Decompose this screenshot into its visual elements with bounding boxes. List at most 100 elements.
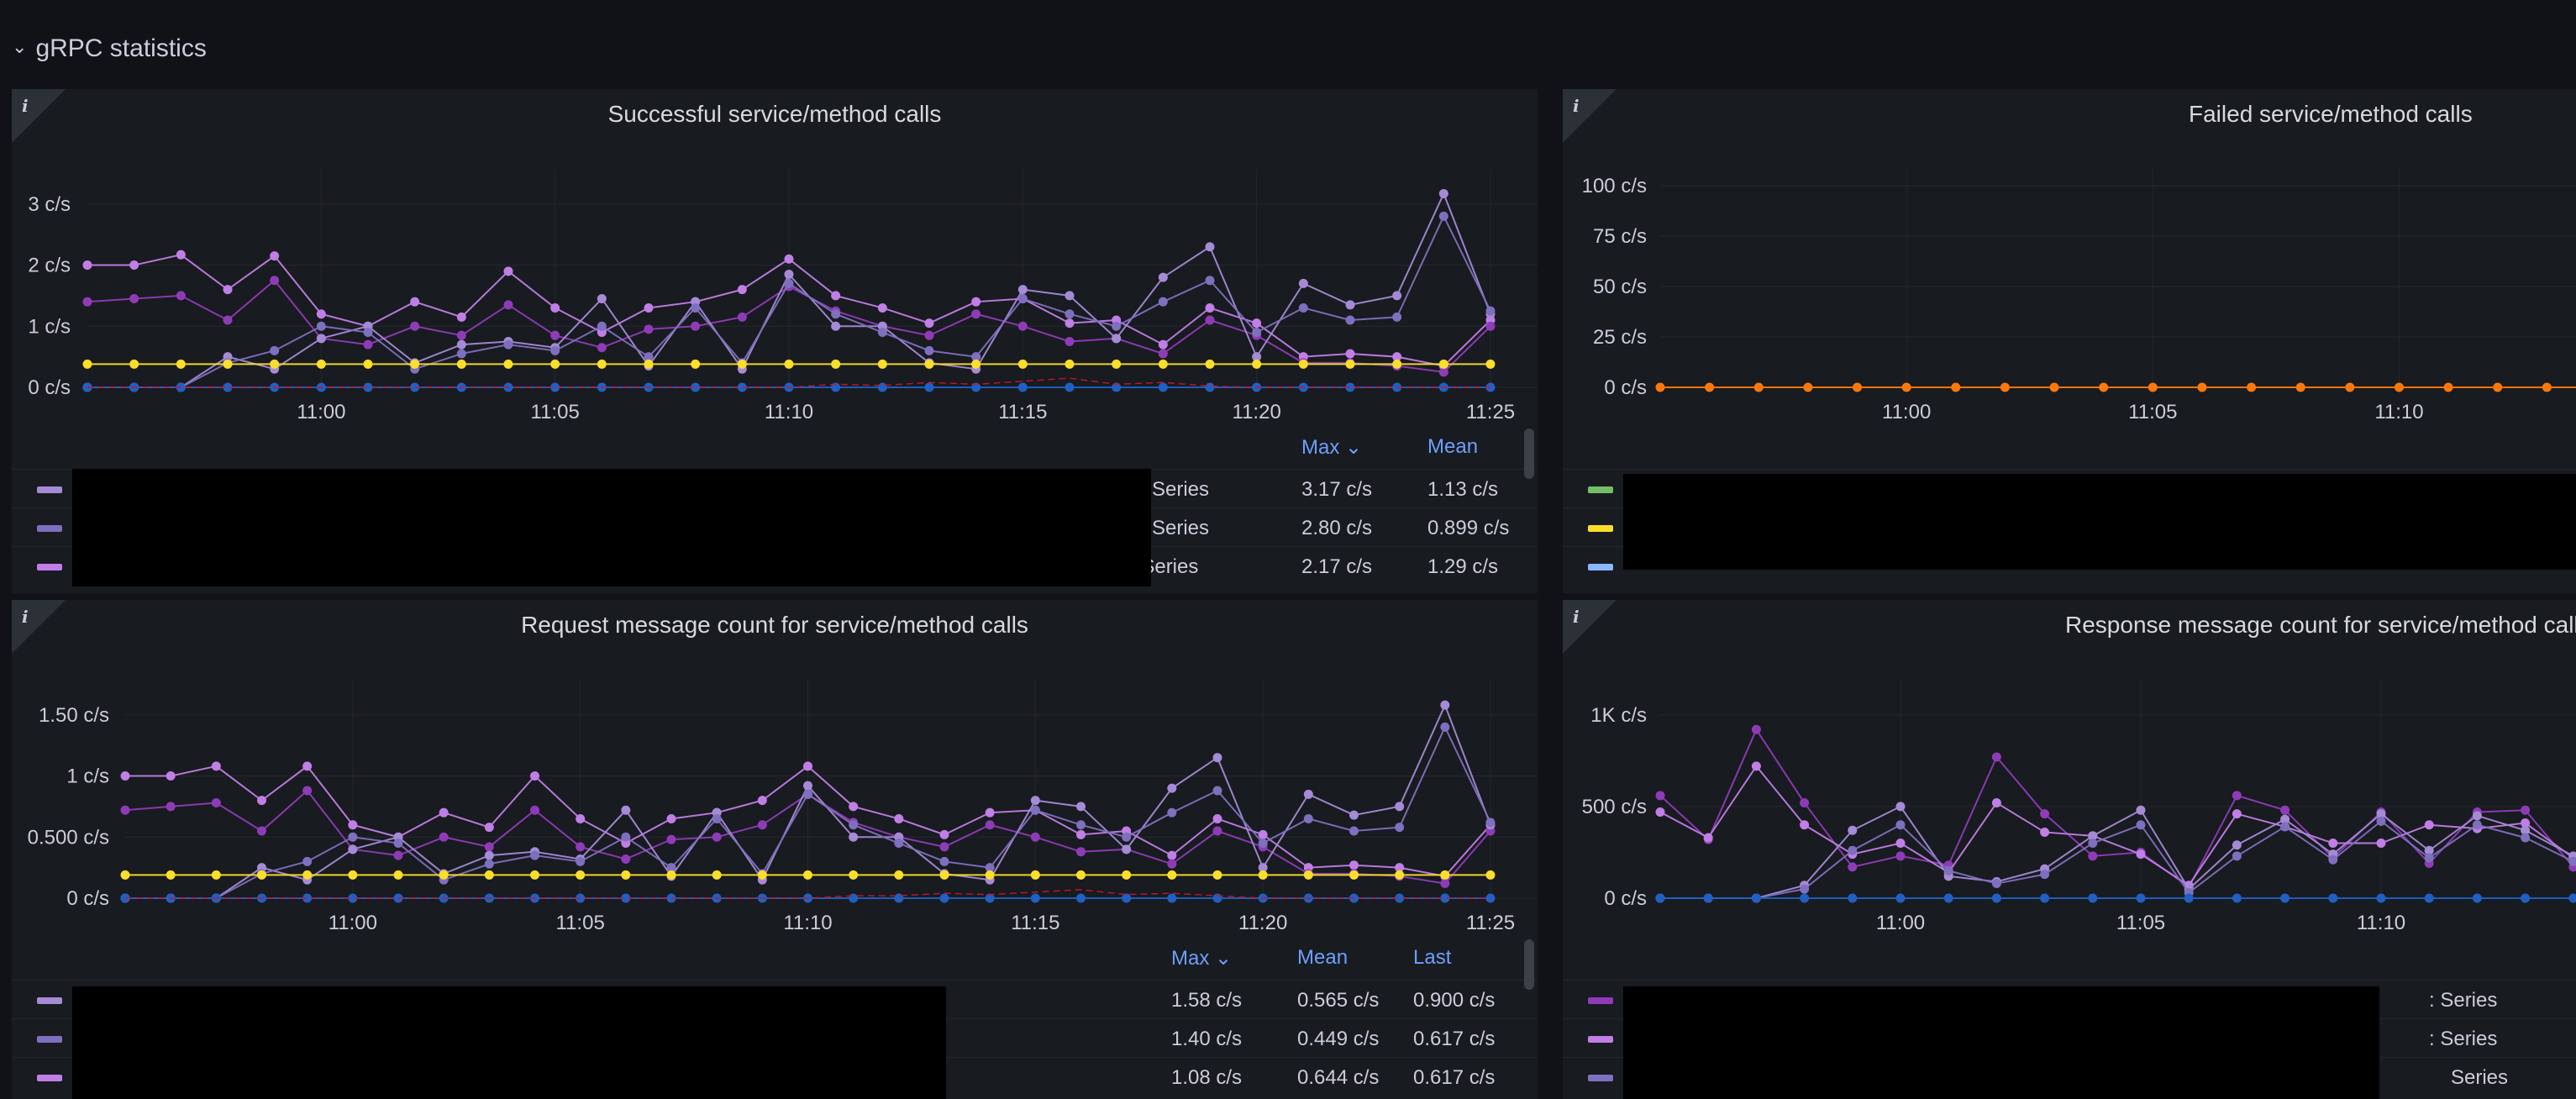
- data-point: [530, 771, 539, 781]
- legend-value: 1.58 c/s: [1171, 989, 1243, 1012]
- legend-scrollbar[interactable]: [1524, 429, 1534, 479]
- row-header[interactable]: ⌄ gRPC statistics: [12, 29, 207, 69]
- legend-row[interactable]: [1563, 469, 2576, 508]
- data-point: [2088, 831, 2098, 841]
- legend-series-name[interactable]: : Series: [2429, 1028, 2498, 1050]
- legend-row[interactable]: Series 3.17 c/s 1.13 c/s: [12, 469, 1538, 508]
- legend-swatch[interactable]: [1588, 564, 1613, 571]
- data-point: [971, 352, 981, 362]
- data-point: [597, 343, 607, 353]
- data-point: [1112, 321, 1122, 331]
- data-point: [456, 312, 466, 322]
- legend-header-mean[interactable]: Mean: [1297, 946, 1348, 969]
- legend-header-last[interactable]: Last: [1413, 946, 1452, 969]
- data-point: [2424, 820, 2434, 830]
- data-point: [939, 856, 949, 866]
- legend-swatch[interactable]: [37, 1036, 62, 1043]
- data-point: [1485, 818, 1496, 828]
- legend-header-max[interactable]: Max ⌄: [1171, 947, 1233, 970]
- data-point: [2424, 853, 2434, 863]
- legend-swatch[interactable]: [1588, 525, 1613, 532]
- data-point: [1853, 382, 1863, 392]
- legend-header-mean[interactable]: Mean: [1427, 435, 1479, 458]
- data-point: [2280, 805, 2290, 815]
- info-icon[interactable]: i: [22, 607, 29, 627]
- x-tick-label: 11:05: [2128, 401, 2177, 423]
- legend-swatch[interactable]: [37, 564, 62, 571]
- data-point: [223, 359, 233, 369]
- chart-plot: 0 c/s 0.500 c/s 1 c/s 1.50 c/s 11:00 11:05 11:…: [28, 680, 1538, 934]
- data-point: [550, 382, 560, 392]
- legend-swatch[interactable]: [37, 1075, 62, 1081]
- panel-title[interactable]: Successful service/method calls: [607, 101, 942, 127]
- data-point: [1395, 863, 1405, 873]
- data-point: [2394, 382, 2404, 392]
- legend-swatch[interactable]: [1588, 997, 1613, 1004]
- panel-title[interactable]: Request message count for service/method…: [521, 612, 1028, 638]
- legend-series-name[interactable]: Series: [2451, 1066, 2509, 1089]
- data-point: [1205, 382, 1215, 392]
- data-point: [1252, 359, 1262, 369]
- legend-value: 0.565 c/s: [1297, 989, 1380, 1012]
- data-point: [1112, 382, 1122, 392]
- panel-title[interactable]: Response message count for service/metho…: [2065, 612, 2576, 638]
- legend-swatch[interactable]: [1588, 486, 1613, 493]
- y-tick-label: 0 c/s: [1604, 887, 1647, 910]
- data-point: [1800, 820, 1810, 830]
- legend-swatch[interactable]: [1588, 1036, 1613, 1043]
- info-icon[interactable]: i: [1573, 96, 1580, 116]
- chevron-down-icon[interactable]: ⌄: [12, 36, 28, 57]
- panel-request-count: i Request message count for service/meth…: [12, 600, 1538, 1099]
- data-point: [849, 893, 859, 903]
- data-point: [503, 359, 513, 369]
- legend-series-name[interactable]: Series: [1152, 517, 1210, 539]
- panel-info-corner: [12, 600, 66, 654]
- data-point: [666, 834, 676, 844]
- data-point: [410, 321, 420, 331]
- data-point: [621, 870, 631, 880]
- y-tick-label: 0 c/s: [66, 887, 109, 910]
- data-point: [971, 382, 981, 392]
- data-point: [270, 276, 280, 286]
- data-point: [784, 254, 794, 264]
- data-point: [316, 359, 326, 369]
- data-point: [316, 334, 326, 344]
- legend-scrollbar[interactable]: [1524, 939, 1534, 990]
- data-point: [1345, 359, 1355, 369]
- chart-plot: 0 c/s 1 c/s 2 c/s 3 c/s 11:00 11:05 11:10 11:15…: [28, 169, 1538, 423]
- data-point: [1167, 859, 1177, 869]
- panel-title[interactable]: Failed service/method calls: [2189, 101, 2473, 127]
- y-tick-label: 75 c/s: [1593, 225, 1647, 248]
- legend-row[interactable]: 1.58 c/s 0.565 c/s 0.900 c/s: [12, 980, 1538, 1019]
- x-tick-label: 11:20: [1238, 912, 1287, 934]
- legend-series-name[interactable]: : Series: [2429, 989, 2498, 1012]
- data-point: [2568, 856, 2576, 866]
- legend-swatch[interactable]: [37, 486, 62, 493]
- info-icon[interactable]: i: [1573, 607, 1580, 627]
- data-point: [2472, 893, 2482, 903]
- data-point: [348, 870, 358, 880]
- data-point: [2542, 382, 2552, 392]
- legend-series-name[interactable]: Series: [1152, 478, 1210, 501]
- legend-swatch[interactable]: [37, 525, 62, 532]
- data-point: [1991, 752, 2001, 762]
- info-icon[interactable]: i: [22, 96, 29, 116]
- legend-header-max[interactable]: Max ⌄: [1301, 436, 1363, 459]
- legend-swatch[interactable]: [37, 997, 62, 1004]
- data-point: [503, 300, 513, 310]
- data-point: [363, 359, 373, 369]
- x-tick-label: 11:00: [1876, 912, 1925, 934]
- data-point: [2136, 805, 2146, 815]
- data-point: [691, 321, 701, 331]
- data-point: [1392, 312, 1402, 322]
- legend-row[interactable]: : Series: [1563, 980, 2576, 1019]
- data-point: [1440, 879, 1450, 889]
- data-point: [2232, 851, 2242, 861]
- data-point: [1392, 382, 1402, 392]
- data-point: [129, 294, 139, 304]
- data-point: [784, 269, 794, 279]
- data-point: [2088, 893, 2098, 903]
- legend-swatch[interactable]: [1588, 1075, 1613, 1081]
- y-tick-label: 50 c/s: [1593, 276, 1647, 298]
- y-tick-label: 2 c/s: [28, 255, 71, 277]
